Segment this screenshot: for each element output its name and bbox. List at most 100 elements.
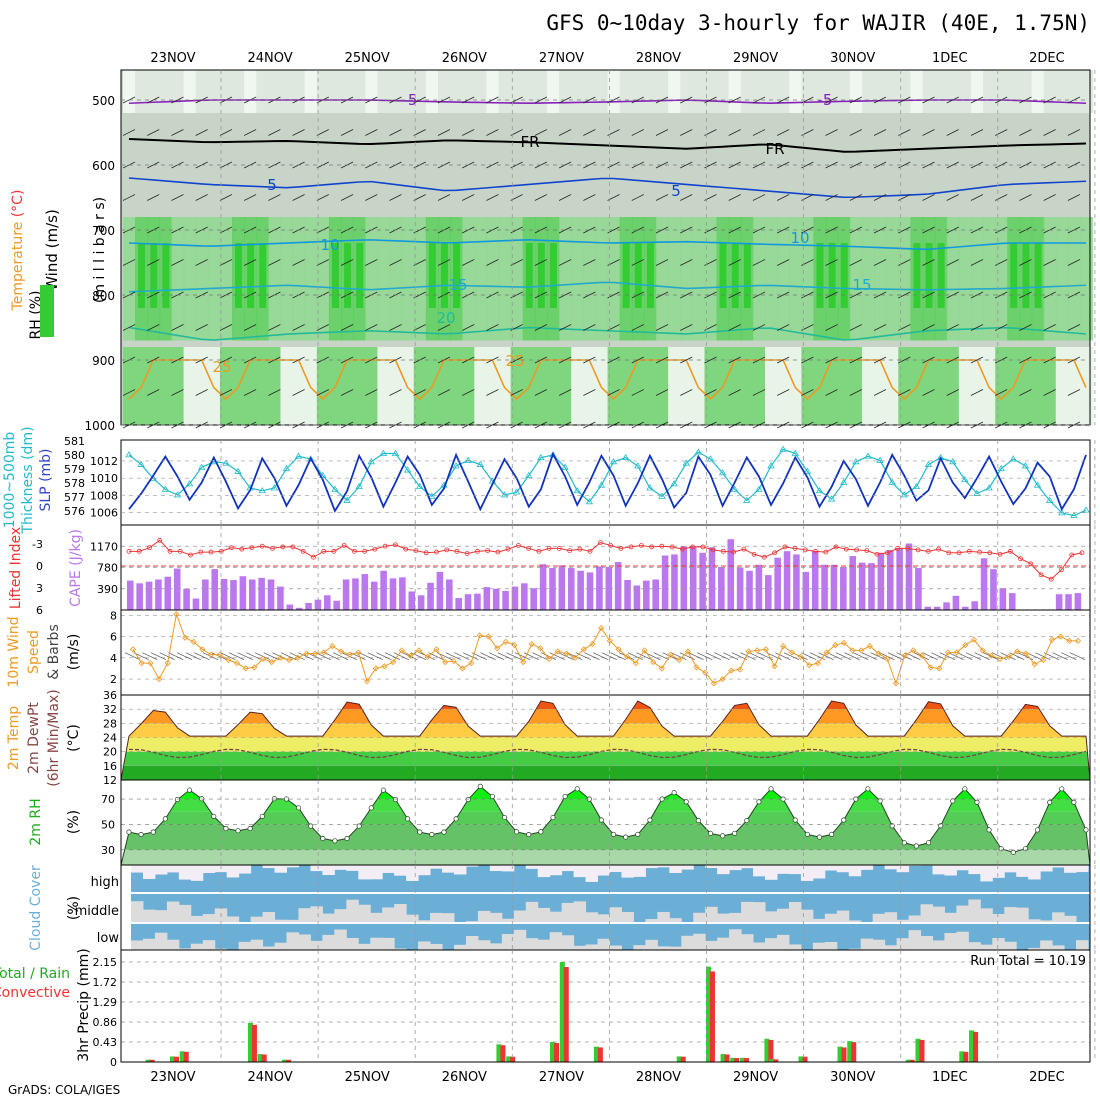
ytick-rh: 50 (101, 818, 115, 831)
cape-bar (689, 546, 697, 610)
rh-upper (147, 70, 161, 113)
li-line (129, 539, 1083, 580)
rh-point (816, 834, 823, 840)
thickness-point (815, 487, 824, 494)
precip-total-bar (847, 1041, 853, 1062)
ytick-pressure: 900 (92, 354, 115, 368)
ytick-pressure: 700 (92, 224, 115, 238)
wind-barb (292, 194, 305, 201)
thickness-point (270, 484, 279, 491)
rh-upper (486, 70, 500, 113)
wind-barb (1043, 194, 1056, 201)
wind-barb (534, 129, 548, 136)
ytick-cape: 1170 (90, 540, 118, 553)
precip-convective-bar (597, 1047, 603, 1062)
cloud-gap (609, 865, 622, 873)
rh-band (970, 217, 984, 341)
cloud-gap (932, 865, 945, 875)
rh-dry (886, 347, 900, 425)
wind-barb (558, 96, 572, 104)
rh-band (195, 217, 209, 341)
wind-barb (437, 324, 451, 331)
wind-speed-point (988, 652, 995, 659)
wind-speed-point (225, 656, 232, 664)
wind-barb (340, 389, 354, 396)
rh-upper (280, 70, 294, 113)
cape-bar (793, 554, 800, 610)
date-label-top: 24NOV (248, 51, 293, 66)
rh-upper (292, 70, 306, 113)
wind-speed-point (416, 647, 423, 654)
cloud-gap (501, 934, 515, 950)
precip-total-bar (837, 1046, 843, 1062)
contour-label: 5 (671, 182, 681, 200)
li-point (300, 548, 306, 554)
wind-speed-point (355, 649, 362, 656)
rh-band (765, 217, 779, 341)
rh-core (743, 243, 751, 308)
wind-barb (486, 259, 499, 266)
cloud-gap (370, 912, 383, 922)
wind-barb (631, 356, 644, 364)
cloud-gap (585, 912, 599, 922)
wind-barb (220, 652, 236, 661)
cape-bar (708, 547, 716, 610)
cloud-gap (358, 943, 371, 950)
wind-barb (680, 291, 693, 299)
wind-speed-point (832, 641, 839, 649)
thickness-point (961, 475, 969, 483)
rh-low (341, 347, 355, 425)
wind-barb (243, 389, 257, 396)
rh-upper (716, 70, 730, 113)
rh-band (304, 217, 318, 341)
wind-speed-point (277, 654, 284, 661)
cloud-gap (992, 938, 1005, 950)
wind-barb (655, 129, 669, 136)
rh-core (428, 243, 436, 308)
cloud-gap (1040, 865, 1053, 872)
wind-barb (147, 324, 160, 331)
cloud-gap (1052, 865, 1065, 868)
rh-point (562, 793, 568, 800)
ylabel-part: 3hr Precip (mm) (76, 948, 92, 1061)
ylabel-part: (m i l l i b a r s) (92, 197, 108, 303)
wind-barb (583, 226, 596, 234)
rh-core (828, 243, 836, 308)
cloud-gap (250, 916, 264, 922)
wind-speed-point (459, 665, 466, 672)
ytick-slp: 1006 (90, 507, 118, 520)
rh-low (898, 347, 912, 425)
wind-barb (965, 652, 982, 661)
wind-barb (316, 194, 329, 201)
wind-speed-point (719, 675, 726, 683)
wind-barb (898, 161, 911, 169)
wind-barb (340, 194, 354, 201)
wind-speed-point (398, 647, 405, 654)
wind-speed-point (1014, 648, 1021, 655)
contour-20 (128, 326, 1087, 341)
cape-bar (980, 558, 988, 610)
rh-upper (910, 70, 924, 113)
wind-barb (171, 389, 184, 396)
wind-barb (680, 194, 693, 201)
thickness-point (452, 462, 460, 469)
wind-barb (413, 194, 426, 201)
cloud-gap (131, 865, 144, 873)
wind-barb (195, 389, 208, 396)
cloud-gap (848, 920, 862, 922)
precip-convective-bar (734, 1058, 740, 1062)
cloud-gap (238, 865, 252, 874)
wind-barb (898, 291, 911, 299)
cape-bar (746, 570, 753, 610)
thickness-point (949, 458, 957, 465)
wind-barb (122, 129, 136, 136)
ylabel-part: (m/s) (66, 634, 82, 671)
ylabel-thickness: Thickness (dm) (20, 426, 36, 534)
rh-point (344, 835, 350, 842)
cloud-gap (741, 865, 754, 869)
rh-low (643, 347, 657, 425)
wind-barb (946, 259, 959, 266)
thickness-point (779, 445, 787, 452)
wind-barb (316, 324, 329, 331)
thickness-point (319, 471, 327, 478)
